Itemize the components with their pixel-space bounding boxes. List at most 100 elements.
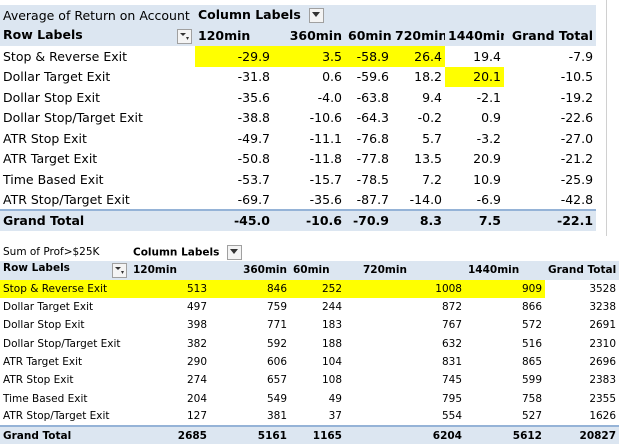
row-label[interactable]: Dollar Stop Exit: [3, 89, 101, 105]
column-labels-header[interactable]: Column Labels: [130, 243, 619, 261]
cell[interactable]: 2355: [589, 392, 617, 405]
col-header-1440min[interactable]: 1440min: [465, 261, 545, 280]
cell[interactable]: -15.7: [309, 171, 342, 187]
cell[interactable]: 19.4: [473, 48, 501, 64]
cell[interactable]: 381: [266, 410, 287, 423]
cell[interactable]: 9.4: [422, 89, 442, 105]
cell[interactable]: 183: [321, 319, 342, 332]
cell[interactable]: -63.8: [356, 89, 389, 105]
cell[interactable]: 26.4: [392, 46, 445, 67]
col-header-120min[interactable]: 120min: [130, 261, 210, 280]
cell[interactable]: -70.9: [345, 209, 392, 231]
cell[interactable]: 767: [441, 319, 462, 332]
cell[interactable]: 244: [321, 301, 342, 314]
cell[interactable]: -38.8: [237, 110, 270, 126]
cell[interactable]: 497: [186, 301, 207, 314]
column-labels-header[interactable]: Column Labels: [195, 5, 597, 26]
cell[interactable]: -4.0: [317, 89, 342, 105]
cell[interactable]: 2691: [589, 319, 617, 332]
cell[interactable]: 599: [521, 374, 542, 387]
cell[interactable]: -10.6: [273, 209, 345, 231]
col-header-60min[interactable]: 60min: [290, 261, 345, 280]
row-label[interactable]: ATR Target Exit: [3, 151, 98, 167]
cell[interactable]: -27.0: [560, 130, 594, 146]
cell[interactable]: -10.5: [560, 69, 594, 85]
cell[interactable]: 865: [521, 355, 542, 368]
cell[interactable]: 831: [441, 355, 462, 368]
col-header-grand-total[interactable]: Grand Total: [504, 25, 597, 46]
col-header-120min[interactable]: 120min: [195, 25, 273, 46]
cell[interactable]: 382: [186, 337, 207, 350]
cell[interactable]: 745: [441, 374, 462, 387]
cell[interactable]: -2.1: [476, 89, 501, 105]
row-label[interactable]: Time Based Exit: [3, 171, 104, 187]
cell[interactable]: -19.2: [560, 89, 594, 105]
col-header-360min[interactable]: 360min: [273, 25, 345, 46]
cell[interactable]: 2685: [130, 424, 210, 445]
cell[interactable]: -64.3: [356, 110, 389, 126]
cell[interactable]: -22.1: [504, 209, 597, 231]
row-label[interactable]: ATR Target Exit: [3, 355, 83, 368]
row-labels-header[interactable]: Row Labels: [0, 261, 130, 280]
cell[interactable]: -3.2: [476, 130, 501, 146]
cell[interactable]: 3238: [589, 301, 617, 314]
cell[interactable]: -35.6: [237, 89, 270, 105]
cell[interactable]: 7.2: [422, 171, 442, 187]
cell[interactable]: 127: [186, 410, 207, 423]
cell[interactable]: -6.9: [476, 191, 501, 207]
col-header-720min[interactable]: 720min: [345, 261, 465, 280]
cell[interactable]: 5612: [465, 424, 545, 445]
row-label[interactable]: ATR Stop/Target Exit: [3, 191, 130, 207]
cell[interactable]: 18.2: [414, 69, 442, 85]
row-label[interactable]: Dollar Stop/Target Exit: [3, 110, 143, 126]
cell[interactable]: 1626: [589, 410, 617, 423]
cell[interactable]: -53.7: [237, 171, 270, 187]
cell[interactable]: -35.6: [309, 191, 342, 207]
cell[interactable]: 866: [521, 301, 542, 314]
cell[interactable]: 0.6: [322, 69, 342, 85]
cell[interactable]: 872: [441, 301, 462, 314]
cell[interactable]: 2696: [589, 355, 617, 368]
cell[interactable]: -7.9: [568, 48, 594, 64]
cell[interactable]: 3.5: [273, 46, 345, 67]
cell[interactable]: 632: [441, 337, 462, 350]
cell[interactable]: 795: [441, 392, 462, 405]
filter-dropdown-icon[interactable]: [177, 29, 192, 45]
dropdown-arrow-icon[interactable]: [309, 8, 325, 24]
cell[interactable]: 771: [266, 319, 287, 332]
cell[interactable]: 13.5: [414, 151, 442, 167]
col-header-720min[interactable]: 720min: [392, 25, 445, 46]
cell[interactable]: 20.9: [473, 151, 501, 167]
cell[interactable]: -11.1: [309, 130, 342, 146]
cell[interactable]: 1008: [345, 279, 465, 298]
cell[interactable]: 20.1: [445, 66, 504, 87]
row-labels-header[interactable]: Row Labels: [0, 25, 195, 46]
cell[interactable]: -59.6: [356, 69, 389, 85]
cell[interactable]: -58.9: [345, 46, 392, 67]
pivot-value-field[interactable]: Average of Return on Account: [0, 5, 195, 26]
cell[interactable]: 5.7: [422, 130, 442, 146]
col-header-360min[interactable]: 360min: [210, 261, 290, 280]
pivot-value-field[interactable]: Sum of Prof>$25K: [3, 246, 100, 259]
grand-total-label[interactable]: Grand Total: [0, 424, 130, 445]
cell[interactable]: 549: [266, 392, 287, 405]
row-label[interactable]: Time Based Exit: [3, 392, 88, 405]
cell[interactable]: -22.6: [560, 110, 594, 126]
grand-total-label[interactable]: Grand Total: [0, 209, 195, 231]
cell[interactable]: 108: [321, 374, 342, 387]
row-label[interactable]: Dollar Stop Exit: [3, 319, 85, 332]
row-label[interactable]: Stop & Reverse Exit: [0, 279, 130, 298]
row-label[interactable]: Stop & Reverse Exit: [3, 48, 127, 64]
row-label[interactable]: Dollar Stop/Target Exit: [3, 337, 121, 350]
cell[interactable]: 527: [521, 410, 542, 423]
cell[interactable]: 274: [186, 374, 207, 387]
cell[interactable]: -69.7: [237, 191, 270, 207]
cell[interactable]: 20827: [545, 424, 620, 445]
cell[interactable]: -50.8: [237, 151, 270, 167]
cell[interactable]: -42.8: [560, 191, 594, 207]
cell[interactable]: 398: [186, 319, 207, 332]
cell[interactable]: 49: [328, 392, 342, 405]
cell[interactable]: 909: [465, 279, 545, 298]
row-label[interactable]: ATR Stop Exit: [3, 374, 74, 387]
cell[interactable]: 846: [210, 279, 290, 298]
